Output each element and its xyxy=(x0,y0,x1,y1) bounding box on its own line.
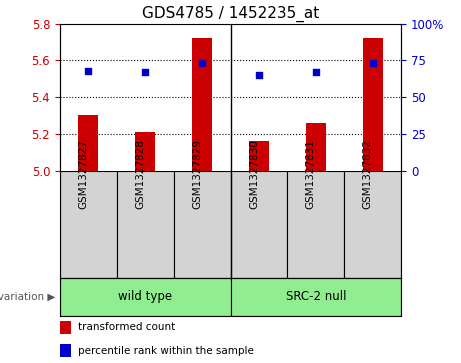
Point xyxy=(198,60,206,66)
Text: SRC-2 null: SRC-2 null xyxy=(285,290,346,303)
Bar xyxy=(60,321,71,334)
Text: GSM1327830: GSM1327830 xyxy=(249,139,259,209)
Text: GSM1327828: GSM1327828 xyxy=(135,139,145,209)
Bar xyxy=(287,171,344,278)
Text: wild type: wild type xyxy=(118,290,172,303)
Text: GSM1327829: GSM1327829 xyxy=(192,139,202,209)
Text: GSM1327832: GSM1327832 xyxy=(363,139,372,209)
Text: GSM1327831: GSM1327831 xyxy=(306,139,316,209)
Point xyxy=(85,68,92,74)
Bar xyxy=(249,141,269,171)
Text: genotype/variation ▶: genotype/variation ▶ xyxy=(0,292,55,302)
Point xyxy=(369,60,376,66)
Bar xyxy=(363,38,383,171)
Bar xyxy=(60,171,117,278)
Bar xyxy=(135,132,155,171)
Text: transformed count: transformed count xyxy=(78,322,176,332)
Bar xyxy=(174,171,230,278)
Point xyxy=(142,69,149,75)
Bar xyxy=(230,171,287,278)
Bar xyxy=(306,123,326,171)
Bar xyxy=(344,171,401,278)
Bar xyxy=(117,171,174,278)
Bar xyxy=(230,278,401,316)
Text: percentile rank within the sample: percentile rank within the sample xyxy=(78,346,254,356)
Bar xyxy=(60,344,71,357)
Point xyxy=(255,72,263,78)
Point xyxy=(312,69,319,75)
Bar xyxy=(78,115,98,171)
Bar xyxy=(192,38,212,171)
Title: GDS4785 / 1452235_at: GDS4785 / 1452235_at xyxy=(142,6,319,22)
Text: GSM1327827: GSM1327827 xyxy=(78,139,89,209)
Bar xyxy=(60,278,230,316)
